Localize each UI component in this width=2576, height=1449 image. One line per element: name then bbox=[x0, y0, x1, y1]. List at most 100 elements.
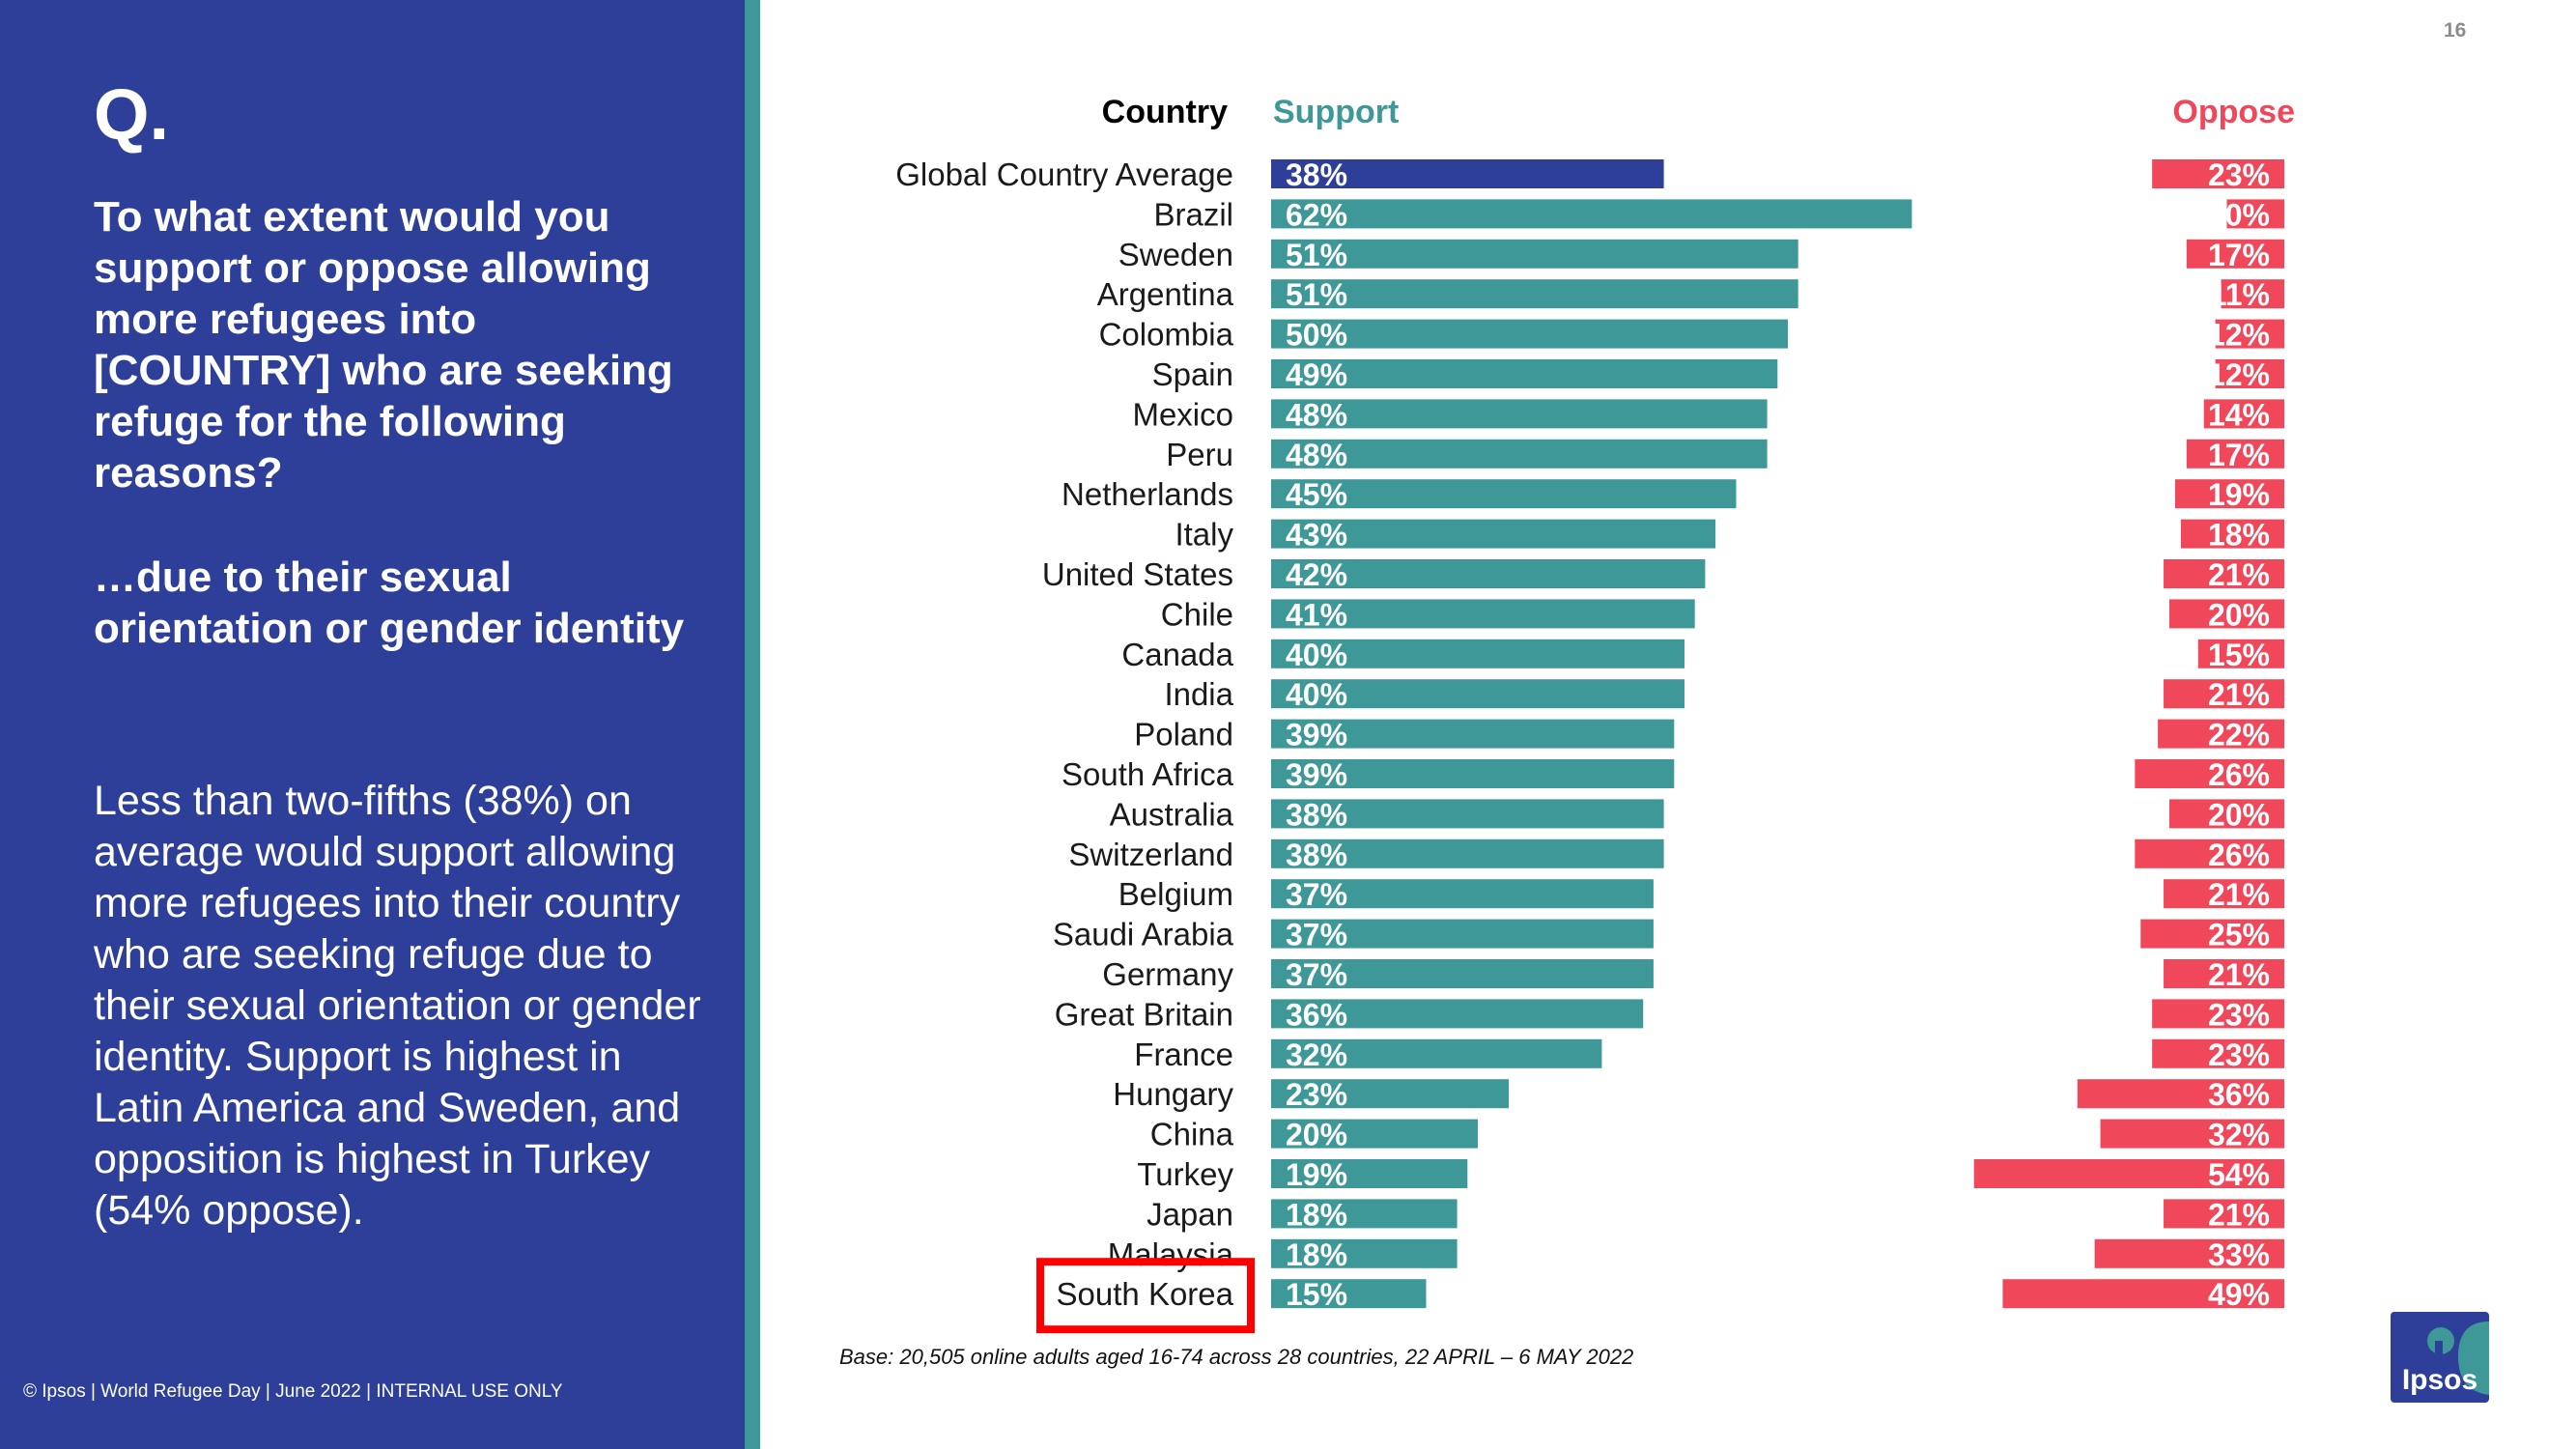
support-bar-belgium bbox=[1271, 879, 1654, 909]
oppose-value-mexico: 14% bbox=[2208, 397, 2270, 432]
country-label-germany: Germany bbox=[1102, 956, 1233, 992]
support-bar-south-africa bbox=[1271, 759, 1675, 788]
oppose-value-saudi-arabia: 25% bbox=[2208, 918, 2270, 952]
oppose-value-peru: 17% bbox=[2208, 438, 2270, 472]
subquestion-text: …due to their sexual orientation or gend… bbox=[94, 554, 685, 652]
country-label-mexico: Mexico bbox=[1132, 396, 1233, 432]
header-oppose: Oppose bbox=[2172, 94, 2295, 130]
country-label-turkey: Turkey bbox=[1137, 1156, 1233, 1192]
oppose-bar-switzerland bbox=[2135, 838, 2284, 868]
oppose-value-hungary: 36% bbox=[2208, 1077, 2270, 1112]
oppose-bar-turkey bbox=[1973, 1159, 2284, 1188]
support-value-australia: 38% bbox=[1286, 797, 1347, 832]
support-value-chile: 41% bbox=[1286, 597, 1347, 632]
support-bar-france bbox=[1271, 1038, 1602, 1068]
country-label-brazil: Brazil bbox=[1153, 196, 1233, 232]
support-bar-turkey bbox=[1271, 1159, 1468, 1188]
support-bar-mexico bbox=[1271, 399, 1768, 429]
oppose-bar-saudi-arabia bbox=[2140, 919, 2284, 949]
oppose-value-turkey: 54% bbox=[2208, 1157, 2270, 1192]
oppose-bar-chile bbox=[2169, 599, 2284, 629]
oppose-bar-united-states bbox=[2164, 559, 2284, 588]
oppose-value-switzerland: 26% bbox=[2208, 838, 2270, 872]
oppose-value-great-britain: 23% bbox=[2208, 997, 2270, 1032]
oppose-bar-great-britain bbox=[2152, 999, 2284, 1029]
support-bar-spain bbox=[1271, 359, 1778, 388]
oppose-value-italy: 18% bbox=[2208, 518, 2270, 553]
country-label-italy: Italy bbox=[1175, 517, 1233, 553]
oppose-bar-peru bbox=[2186, 439, 2284, 469]
country-label-france: France bbox=[1134, 1037, 1233, 1072]
support-bar-germany bbox=[1271, 959, 1654, 988]
country-label-malaysia: Malaysia bbox=[1108, 1236, 1234, 1272]
oppose-bar-malaysia bbox=[2094, 1238, 2284, 1268]
support-value-turkey: 19% bbox=[1286, 1157, 1347, 1192]
support-bar-united-states bbox=[1271, 559, 1706, 588]
support-value-netherlands: 45% bbox=[1286, 477, 1347, 512]
oppose-value-united-states: 21% bbox=[2208, 557, 2270, 592]
support-bar-india bbox=[1271, 679, 1684, 709]
logo-text: Ipsos bbox=[2402, 1364, 2477, 1396]
oppose-bar-sweden bbox=[2186, 239, 2284, 269]
support-bar-japan bbox=[1271, 1199, 1458, 1229]
country-label-peru: Peru bbox=[1166, 437, 1233, 472]
country-label-china: China bbox=[1150, 1117, 1234, 1152]
highlight-box bbox=[1036, 1258, 1255, 1334]
country-label-south-korea: South Korea bbox=[1057, 1276, 1234, 1312]
country-label-india: India bbox=[1164, 676, 1233, 712]
oppose-value-spain: 12% bbox=[2208, 357, 2270, 392]
accent-strip bbox=[745, 0, 760, 1449]
oppose-value-belgium: 21% bbox=[2208, 877, 2270, 912]
oppose-value-global-country-average: 23% bbox=[2208, 157, 2270, 192]
oppose-bar-germany bbox=[2164, 959, 2284, 988]
country-label-south-africa: South Africa bbox=[1062, 756, 1234, 792]
oppose-bar-spain bbox=[2215, 359, 2284, 388]
support-value-france: 32% bbox=[1286, 1037, 1347, 1072]
oppose-bar-china bbox=[2100, 1119, 2284, 1149]
support-bar-netherlands bbox=[1271, 479, 1737, 509]
country-label-hungary: Hungary bbox=[1113, 1076, 1233, 1112]
support-value-switzerland: 38% bbox=[1286, 838, 1347, 872]
oppose-value-brazil: 10% bbox=[2208, 197, 2270, 232]
oppose-bar-colombia bbox=[2215, 319, 2284, 349]
oppose-value-australia: 20% bbox=[2208, 797, 2270, 832]
country-label-argentina: Argentina bbox=[1097, 276, 1234, 312]
header-support: Support bbox=[1273, 94, 1399, 130]
support-bar-south-korea bbox=[1271, 1279, 1427, 1309]
oppose-bar-global-country-average bbox=[2152, 159, 2284, 188]
oppose-bar-brazil bbox=[2226, 199, 2284, 229]
footer-text: © Ipsos | World Refugee Day | June 2022 … bbox=[23, 1381, 563, 1402]
base-note: Base: 20,505 online adults aged 16-74 ac… bbox=[839, 1345, 1634, 1369]
support-value-germany: 37% bbox=[1286, 957, 1347, 992]
oppose-value-france: 23% bbox=[2208, 1037, 2270, 1072]
country-label-poland: Poland bbox=[1134, 717, 1233, 753]
oppose-value-sweden: 17% bbox=[2208, 238, 2270, 272]
ipsos-logo: Ipsos bbox=[2391, 1312, 2489, 1403]
support-bar-china bbox=[1271, 1119, 1478, 1149]
country-label-australia: Australia bbox=[1110, 796, 1234, 832]
country-label-sweden: Sweden bbox=[1118, 237, 1233, 272]
question-text: To what extent would you support or oppo… bbox=[94, 193, 673, 497]
support-value-poland: 39% bbox=[1286, 718, 1347, 753]
oppose-bar-india bbox=[2164, 679, 2284, 709]
support-bar-peru bbox=[1271, 439, 1768, 469]
country-label-japan: Japan bbox=[1146, 1196, 1233, 1232]
support-value-japan: 18% bbox=[1286, 1197, 1347, 1232]
support-bar-saudi-arabia bbox=[1271, 919, 1654, 949]
country-label-belgium: Belgium bbox=[1118, 876, 1233, 912]
support-bar-italy bbox=[1271, 519, 1716, 549]
oppose-value-poland: 22% bbox=[2208, 718, 2270, 753]
support-bar-poland bbox=[1271, 719, 1675, 749]
oppose-bar-canada bbox=[2197, 639, 2284, 668]
header-country: Country bbox=[1102, 94, 1228, 130]
support-value-colombia: 50% bbox=[1286, 318, 1347, 353]
country-label-saudi-arabia: Saudi Arabia bbox=[1053, 917, 1234, 952]
support-bar-australia bbox=[1271, 799, 1664, 829]
support-value-south-korea: 15% bbox=[1286, 1277, 1347, 1312]
oppose-bar-belgium bbox=[2164, 879, 2284, 909]
support-bar-switzerland bbox=[1271, 838, 1664, 868]
oppose-value-netherlands: 19% bbox=[2208, 477, 2270, 512]
oppose-bar-south-africa bbox=[2135, 759, 2284, 788]
support-value-mexico: 48% bbox=[1286, 397, 1347, 432]
support-value-hungary: 23% bbox=[1286, 1077, 1347, 1112]
